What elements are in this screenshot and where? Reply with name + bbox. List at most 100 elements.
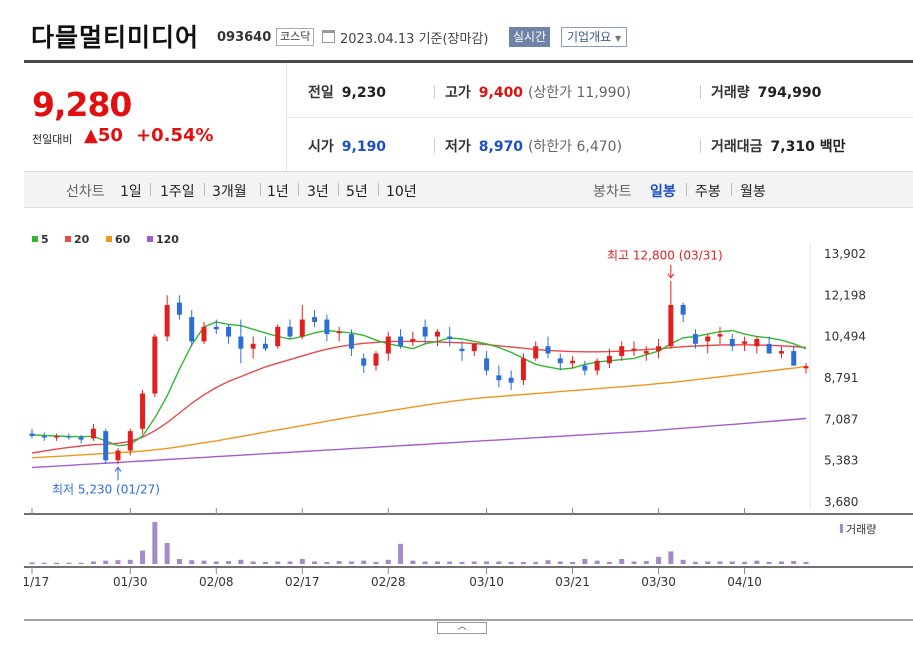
period-1d[interactable]: 1일	[120, 184, 142, 200]
y-tick-label: 5,383	[824, 454, 858, 468]
high-annotation: 최고 12,800 (03/31)	[607, 249, 723, 263]
period-selector: 선차트 1일 1주일 3개월 1년 3년 5년 10년 봉차트 일봉 주봉 월봉	[24, 172, 913, 208]
y-tick-label: 10,494	[824, 330, 866, 344]
period-10y[interactable]: 10년	[386, 184, 417, 200]
x-tick-label: 01/30	[113, 575, 148, 589]
volume-bar	[594, 560, 600, 564]
volume-bar	[434, 561, 440, 564]
candle-body	[262, 343, 268, 349]
divider	[204, 183, 205, 196]
candle-body	[742, 341, 748, 344]
volume-bar	[226, 561, 232, 564]
y-tick-label: 7,087	[824, 412, 858, 426]
stat-amount: 거래대금 7,310 백만	[711, 136, 845, 156]
volume-bar	[287, 561, 293, 564]
stat-volume: 거래량 794,990	[711, 82, 821, 102]
candle-body	[692, 334, 698, 344]
stock-header: 다믈멀티미디어 093640 코스닥 2023.04.13 기준(장마감) 실시…	[0, 0, 913, 60]
candle-body	[373, 353, 379, 366]
volume-bar	[238, 559, 244, 564]
calendar-icon	[322, 30, 335, 43]
volume-bar	[484, 561, 490, 564]
candle-weekly[interactable]: 주봉	[695, 184, 721, 200]
volume-bar	[619, 558, 625, 564]
period-3m[interactable]: 3개월	[212, 184, 247, 200]
volume-bar	[78, 562, 84, 564]
candle-body	[250, 343, 256, 349]
candle-body	[582, 365, 588, 371]
legend-label: 120	[156, 233, 179, 246]
candle-body	[434, 331, 440, 337]
y-tick-label: 3,680	[824, 495, 858, 509]
volume-bar	[385, 559, 391, 564]
stat-open: 시가 9,190	[308, 136, 386, 156]
chart-svg: 01/17 01/30 02/08 02/17 02/28 03/10 03/21 03/30…	[15, 208, 913, 654]
candle-body	[508, 377, 514, 383]
volume-bar	[582, 558, 588, 564]
period-1y[interactable]: 1년	[267, 184, 289, 200]
stat-sub: (하한가 6,470)	[527, 139, 623, 155]
candle-body	[791, 351, 797, 366]
candle-body	[213, 326, 219, 330]
candle-body	[533, 346, 539, 359]
x-tick-label: 04/10	[727, 575, 762, 589]
date-label: 2023.04.13 기준(장마감)	[340, 32, 489, 47]
current-price: 9,280	[32, 85, 132, 124]
x-tick-label: 02/17	[285, 575, 320, 589]
legend-swatch	[147, 236, 153, 242]
x-tick-label: 02/28	[371, 575, 406, 589]
chevron-down-icon: ▼	[615, 34, 622, 43]
volume-bar	[606, 561, 612, 564]
volume-bar	[164, 543, 170, 564]
ma120-line	[31, 417, 807, 469]
collapse-toggle[interactable]: ︿	[437, 622, 487, 634]
candle-body	[140, 393, 146, 429]
candle-body	[103, 431, 109, 461]
company-info-dropdown[interactable]: 기업개요 ▼	[561, 27, 628, 47]
candle-body	[398, 336, 404, 347]
volume-bar	[348, 561, 354, 564]
volume-bar	[705, 561, 711, 564]
divider	[434, 139, 435, 153]
candle-body	[176, 302, 182, 315]
volume-bar	[213, 561, 219, 564]
low-annotation: 최저 5,230 (01/27)	[52, 482, 160, 496]
volume-bar	[643, 561, 649, 564]
candle-body	[606, 355, 612, 364]
candle-body	[78, 437, 84, 440]
legend-swatch	[32, 236, 38, 242]
candle-body	[545, 346, 551, 354]
volume-bar	[127, 559, 133, 564]
ma60-line	[31, 365, 807, 459]
candle-monthly[interactable]: 월봉	[740, 184, 766, 200]
volume-bar	[66, 562, 72, 564]
divider	[286, 117, 913, 118]
divider	[378, 183, 379, 196]
period-3y[interactable]: 3년	[307, 184, 329, 200]
x-tick-label: 03/21	[555, 575, 590, 589]
divider	[338, 183, 339, 196]
candle-body	[643, 351, 649, 354]
divider	[150, 183, 151, 196]
stat-label: 시가	[308, 139, 334, 155]
stat-value: 8,970	[478, 139, 524, 155]
volume-bar	[361, 560, 367, 564]
volume-bar	[90, 561, 96, 564]
realtime-button[interactable]: 실시간	[509, 27, 551, 47]
volume-bar	[631, 561, 637, 564]
candle-daily[interactable]: 일봉	[650, 184, 676, 200]
candle-body	[238, 336, 244, 349]
volume-bar	[754, 560, 760, 564]
candle-body	[201, 326, 207, 342]
stat-label: 고가	[445, 85, 471, 101]
volume-bar	[250, 561, 256, 564]
volume-bar	[668, 551, 674, 564]
volume-bar	[54, 562, 60, 564]
legend-swatch	[65, 236, 71, 242]
candle-body	[631, 348, 637, 351]
candle-body	[115, 450, 121, 461]
period-1w[interactable]: 1주일	[160, 184, 195, 200]
volume-bar	[778, 561, 784, 564]
volume-bar	[201, 560, 207, 564]
period-5y[interactable]: 5년	[346, 184, 368, 200]
